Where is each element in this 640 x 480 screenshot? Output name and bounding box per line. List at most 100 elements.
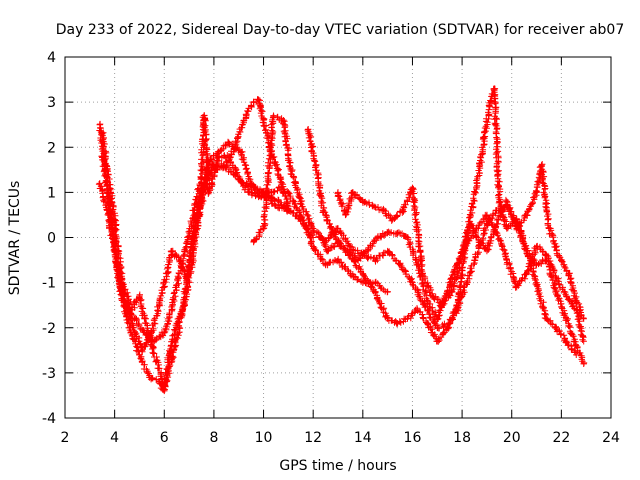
data-point: [434, 315, 441, 322]
data-point: [533, 261, 540, 268]
data-point: [463, 238, 471, 246]
data-point: [319, 207, 327, 214]
data-point: [148, 342, 156, 349]
data-point: [180, 301, 188, 309]
data-point: [245, 189, 252, 196]
data-point: [555, 252, 563, 259]
data-point: [533, 189, 540, 196]
data-point: [270, 112, 277, 119]
data-point: [96, 121, 103, 128]
data-point: [429, 292, 436, 300]
series-arc-a: [96, 96, 292, 395]
series-arc-d: [95, 138, 391, 355]
data-point: [533, 243, 540, 250]
y-tick-label: -4: [42, 411, 56, 427]
data-point: [379, 207, 386, 214]
data-point: [173, 320, 180, 327]
y-axis-title: SDTVAR / TECUs: [7, 181, 23, 296]
data-point: [148, 329, 156, 336]
data-point: [483, 247, 491, 255]
data-point: [444, 324, 451, 331]
data-point: [396, 261, 404, 268]
data-point: [247, 180, 255, 187]
data-point: [538, 162, 545, 169]
y-tick-label: 1: [47, 185, 56, 201]
x-tick-label: 18: [453, 430, 471, 446]
x-tick-label: 10: [255, 430, 273, 446]
data-point: [372, 288, 379, 295]
chart-title: Day 233 of 2022, Sidereal Day-to-day VTE…: [56, 22, 625, 38]
data-point: [409, 184, 416, 192]
y-tick-label: 3: [47, 95, 56, 111]
series-arc-b: [99, 129, 292, 390]
data-point: [334, 225, 342, 232]
data-point: [349, 189, 357, 196]
data-point: [523, 247, 530, 255]
x-axis-title: GPS time / hours: [279, 458, 396, 474]
data-point: [473, 234, 481, 241]
data-point: [99, 153, 106, 160]
data-point: [359, 270, 367, 277]
data-point: [96, 180, 103, 187]
data-point: [553, 274, 560, 282]
data-point: [151, 338, 158, 345]
data-point: [409, 279, 416, 286]
data-point: [372, 256, 379, 264]
data-point: [471, 256, 478, 264]
data-point: [163, 270, 170, 277]
data-point: [260, 116, 267, 124]
data-point: [580, 338, 587, 345]
y-tick-label: -1: [42, 276, 56, 292]
x-tick-label: 20: [503, 430, 521, 446]
data-point: [543, 252, 550, 259]
data-point: [309, 225, 317, 232]
data-point: [384, 247, 391, 255]
data-point: [99, 130, 106, 137]
data-point: [503, 225, 510, 232]
data-point: [503, 198, 510, 205]
data-point: [324, 247, 332, 255]
y-tick-label: 0: [47, 231, 56, 247]
data-point: [175, 270, 183, 277]
data-point: [168, 306, 175, 313]
data-point: [434, 338, 441, 345]
data-point: [215, 148, 223, 155]
data-point: [183, 243, 190, 250]
data-point: [384, 315, 391, 322]
data-point: [553, 324, 560, 331]
data-point: [128, 320, 136, 327]
data-point: [523, 211, 530, 219]
data-point: [250, 98, 257, 106]
x-tick-label: 22: [552, 430, 570, 446]
data-point: [384, 288, 391, 295]
data-point: [466, 220, 473, 228]
data-point: [444, 288, 451, 295]
data-point: [354, 256, 362, 264]
data-point: [563, 315, 570, 322]
data-point: [369, 202, 376, 210]
data-point: [309, 243, 317, 250]
y-tick-label: -2: [42, 321, 56, 337]
series-arc-f: [304, 85, 580, 359]
data-point: [287, 166, 295, 174]
data-point: [453, 261, 461, 268]
data-point: [322, 261, 329, 268]
data-point: [257, 193, 265, 201]
x-tick-label: 12: [304, 430, 322, 446]
x-tick-label: 16: [404, 430, 422, 446]
data-point: [394, 229, 401, 237]
data-point: [190, 225, 198, 232]
data-point: [312, 162, 319, 169]
x-tick-label: 24: [602, 430, 620, 446]
data-point: [305, 126, 312, 133]
series-arc-c: [98, 112, 317, 345]
data-point: [513, 283, 520, 291]
data-point: [493, 207, 501, 214]
data-point: [565, 270, 573, 277]
data-point: [399, 207, 406, 214]
data-point: [573, 297, 580, 304]
data-point: [414, 261, 421, 268]
